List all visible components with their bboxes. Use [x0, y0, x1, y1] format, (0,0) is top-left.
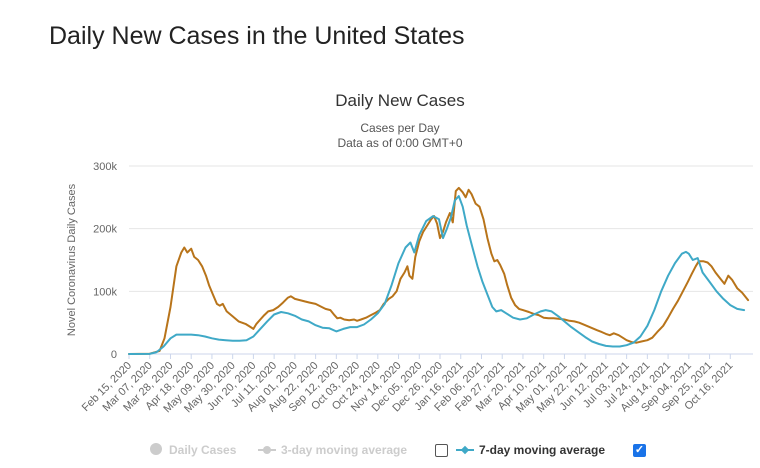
line-marker-icon: [258, 444, 276, 456]
y-tick-label: 100k: [93, 286, 117, 298]
page-title: Daily New Cases in the United States: [49, 22, 465, 50]
series-line-7-day-moving-average[interactable]: [128, 195, 746, 355]
circle-marker-icon: [150, 443, 164, 457]
chart-subtitle-line2: Data as of 0:00 GMT+0: [337, 136, 462, 150]
checkbox-7-day-average[interactable]: ✓: [633, 444, 646, 457]
series-line-3-day-moving-average[interactable]: [128, 186, 750, 355]
legend-label-3-day-average: 3-day moving average: [281, 443, 408, 457]
legend-label-daily-cases: Daily Cases: [169, 443, 237, 457]
legend-item-daily-cases[interactable]: Daily Cases: [150, 443, 236, 457]
chart-subtitle-line1: Cases per Day: [360, 121, 439, 135]
chart-legend: Daily Cases 3-day moving average 7-day m…: [0, 443, 760, 461]
legend-label-7-day-average: 7-day moving average: [479, 443, 606, 457]
y-tick-label: 0: [111, 349, 117, 361]
y-tick-label: 200k: [93, 224, 117, 236]
line-diamond-marker-icon: [456, 444, 474, 456]
y-tick-label: 300k: [93, 161, 117, 173]
legend-item-3-day-average[interactable]: 3-day moving average: [258, 443, 407, 457]
legend-item-7-day-average[interactable]: 7-day moving average: [456, 443, 605, 457]
chart-title: Daily New Cases: [335, 91, 464, 110]
y-axis-title: Novel Coronavirus Daily Cases: [66, 183, 78, 336]
checkbox-3-day-average[interactable]: [435, 444, 448, 457]
